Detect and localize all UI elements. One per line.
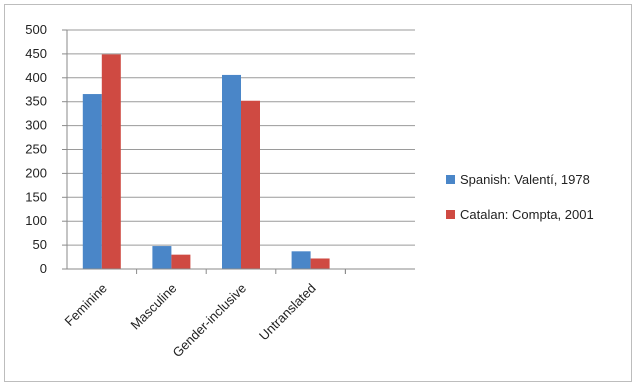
bars [82,54,330,270]
bar-catalan-feminine [101,54,121,270]
y-tick-label: 300 [25,118,47,133]
y-tick-label: 100 [25,213,47,228]
y-tick-label: 250 [25,142,47,157]
y-tick-label: 150 [25,189,47,204]
legend-label: Spanish: Valentí, 1978 [460,172,590,187]
x-tick-label: Gender-inclusive [170,281,250,361]
bar-spanish-masculine [152,246,172,269]
legend: Spanish: Valentí, 1978 Catalan: Compta, 2… [446,172,594,222]
y-tick-label: 0 [40,261,47,276]
bar-catalan-untranslated [310,258,330,269]
legend-label: Catalan: Compta, 2001 [460,207,594,222]
bar-catalan-masculine [171,254,191,269]
x-tick-label: Untranslated [256,281,319,344]
legend-swatch [446,210,455,219]
x-tick-label: Masculine [128,281,180,333]
bar-spanish-feminine [82,94,102,269]
y-axis: 0 50 100 150 200 250 300 350 400 450 500 [25,22,68,276]
y-tick-label: 450 [25,46,47,61]
legend-swatch [446,175,455,184]
bar-spanish-untranslated [291,251,311,269]
x-tick-label: Feminine [62,281,110,329]
y-tick-label: 500 [25,22,47,37]
y-tick-label: 50 [33,237,47,252]
y-tick-label: 400 [25,70,47,85]
y-tick-label: 350 [25,94,47,109]
bar-spanish-gender-inclusive [222,74,241,269]
y-tick-label: 200 [25,165,47,180]
bar-catalan-gender-inclusive [241,100,260,269]
